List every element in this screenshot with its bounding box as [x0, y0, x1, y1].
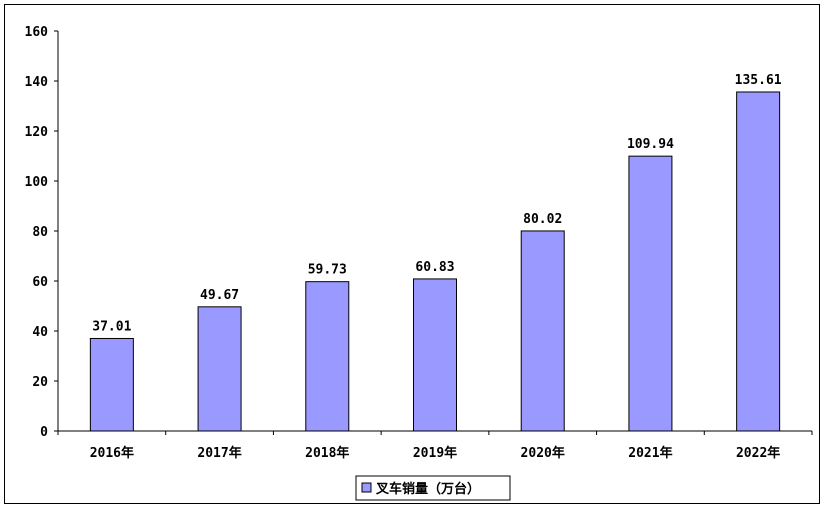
y-tick-label: 20	[32, 375, 48, 390]
data-label: 109.94	[627, 137, 674, 152]
x-tick-label: 2018年	[305, 445, 349, 461]
legend-box	[355, 475, 511, 501]
bar	[736, 91, 781, 432]
y-tick-label: 160	[25, 25, 49, 40]
bar	[89, 337, 134, 432]
legend-label: 叉车销量（万台）	[375, 481, 480, 497]
y-tick-label: 80	[32, 225, 48, 240]
bar	[520, 230, 565, 432]
y-tick-label: 0	[40, 425, 48, 440]
data-label: 49.67	[200, 288, 239, 303]
data-label: 135.61	[735, 73, 782, 88]
x-tick-label: 2022年	[736, 445, 780, 461]
y-tick-label: 140	[25, 75, 49, 90]
data-label: 80.02	[523, 212, 562, 227]
x-tick-label: 2019年	[413, 445, 457, 461]
bar	[413, 278, 457, 432]
data-label: 60.83	[415, 260, 454, 275]
x-tick-label: 2017年	[197, 445, 241, 461]
y-tick-label: 100	[25, 175, 49, 190]
x-tick-label: 2021年	[628, 445, 672, 461]
data-label: 59.73	[308, 263, 347, 278]
x-tick-label: 2020年	[521, 445, 565, 461]
bars	[89, 91, 781, 432]
axes: 0 20 40 60 80 100 120 140 160	[25, 25, 813, 440]
x-tick-label: 2016年	[90, 445, 134, 461]
labels: 37.01 2016年 49.67 2017年 59.73 2018年 60.83 2019年…	[90, 73, 782, 461]
y-tick-label: 60	[32, 275, 48, 290]
bar	[305, 281, 350, 432]
y-tick-label: 120	[25, 125, 49, 140]
bar	[197, 306, 242, 432]
legend: 叉车销量（万台）	[355, 475, 511, 501]
data-label: 37.01	[92, 319, 131, 334]
chart-frame	[4, 4, 820, 504]
legend-swatch	[361, 482, 372, 493]
bar	[628, 155, 673, 432]
y-tick-label: 40	[32, 325, 48, 340]
